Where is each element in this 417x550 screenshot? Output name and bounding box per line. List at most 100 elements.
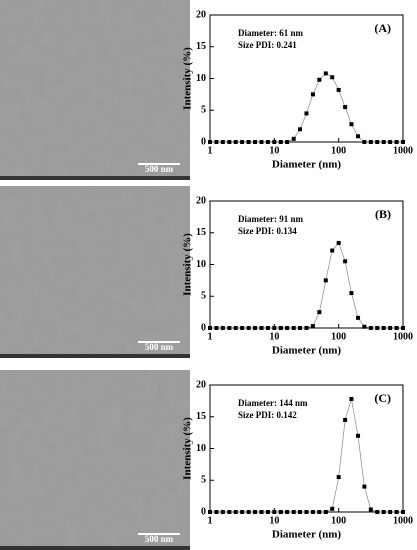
- y-tick-label: 5: [201, 475, 206, 486]
- data-point: [362, 484, 367, 489]
- y-axis-label: Intensity (%): [182, 417, 194, 480]
- annotation: Diameter: 144 nm: [238, 398, 308, 408]
- x-tick-label: 1: [208, 331, 213, 342]
- data-point: [278, 510, 283, 514]
- data-point: [272, 140, 277, 144]
- y-tick-label: 5: [201, 291, 206, 302]
- x-tick-label: 1000: [393, 331, 413, 342]
- data-point: [343, 417, 348, 422]
- x-axis-label: Diameter (nm): [272, 159, 341, 171]
- data-point: [304, 510, 309, 514]
- data-point: [388, 326, 393, 330]
- data-point: [323, 71, 328, 76]
- data-point: [388, 140, 393, 144]
- data-point: [336, 240, 341, 245]
- annotation: Diameter: 91 nm: [238, 214, 303, 224]
- data-line: [210, 242, 403, 329]
- y-tick-label: 15: [196, 411, 206, 422]
- data-point: [310, 92, 315, 97]
- x-tick-label: 10: [269, 145, 279, 156]
- x-tick-label: 10: [269, 331, 279, 342]
- panel-label: (B): [375, 207, 391, 221]
- data-point: [381, 140, 386, 144]
- data-point: [330, 248, 335, 253]
- x-tick-label: 1000: [393, 145, 413, 156]
- data-point: [240, 140, 245, 144]
- data-point: [298, 510, 303, 514]
- data-point: [272, 510, 277, 514]
- scale-label: 500 nm: [145, 534, 174, 544]
- y-axis-label: Intensity (%): [182, 47, 194, 110]
- data-point: [265, 140, 270, 144]
- y-tick-label: 20: [196, 9, 206, 20]
- data-point: [375, 140, 380, 144]
- data-point: [278, 140, 283, 144]
- data-point: [214, 510, 219, 514]
- data-point: [227, 140, 232, 144]
- annotation: Size PDI: 0.134: [238, 226, 297, 236]
- data-point: [381, 510, 386, 514]
- data-point: [220, 140, 225, 144]
- data-point: [317, 510, 322, 514]
- data-point: [356, 134, 361, 139]
- data-point: [401, 140, 405, 144]
- y-tick-label: 10: [196, 73, 206, 84]
- data-point: [375, 510, 380, 514]
- micrograph-texture: [0, 0, 190, 180]
- data-point: [253, 326, 258, 330]
- data-point: [259, 510, 264, 514]
- data-point: [220, 510, 225, 514]
- data-point: [362, 324, 367, 329]
- data-point: [336, 475, 341, 480]
- micrograph-texture: [0, 370, 190, 550]
- data-point: [253, 140, 258, 144]
- data-point: [285, 326, 290, 330]
- x-tick-label: 10: [269, 515, 279, 526]
- y-axis-label: Intensity (%): [182, 233, 194, 296]
- data-point: [291, 326, 296, 330]
- data-point: [214, 140, 219, 144]
- scale-label: 500 nm: [145, 164, 174, 174]
- data-point: [253, 510, 258, 514]
- data-point: [323, 278, 328, 283]
- data-point: [401, 510, 405, 514]
- data-point: [265, 326, 270, 330]
- data-point: [349, 396, 354, 401]
- data-point: [349, 291, 354, 296]
- y-tick-label: 15: [196, 41, 206, 52]
- info-bar: [0, 354, 190, 358]
- data-point: [298, 326, 303, 330]
- x-tick-label: 100: [331, 515, 346, 526]
- data-point: [343, 105, 348, 110]
- data-point: [356, 433, 361, 438]
- data-point: [220, 326, 225, 330]
- x-axis-label: Diameter (nm): [272, 345, 341, 357]
- x-tick-label: 100: [331, 331, 346, 342]
- data-point: [394, 326, 399, 330]
- data-point: [394, 140, 399, 144]
- data-point: [401, 326, 405, 330]
- data-point: [375, 326, 380, 330]
- data-point: [349, 122, 354, 127]
- data-point: [208, 326, 212, 330]
- panel-label: (A): [374, 21, 391, 35]
- y-tick-label: 0: [201, 322, 206, 333]
- y-tick-label: 5: [201, 105, 206, 116]
- data-point: [285, 140, 290, 144]
- x-tick-label: 100: [331, 145, 346, 156]
- data-point: [285, 510, 290, 514]
- data-point: [388, 510, 393, 514]
- data-point: [246, 510, 251, 514]
- data-point: [208, 140, 212, 144]
- data-point: [227, 326, 232, 330]
- data-point: [246, 326, 251, 330]
- data-point: [259, 326, 264, 330]
- data-point: [240, 510, 245, 514]
- data-point: [227, 510, 232, 514]
- data-point: [233, 510, 238, 514]
- y-tick-label: 0: [201, 506, 206, 517]
- scale-label: 500 nm: [145, 342, 174, 352]
- y-tick-label: 20: [196, 195, 206, 206]
- data-point: [330, 75, 335, 80]
